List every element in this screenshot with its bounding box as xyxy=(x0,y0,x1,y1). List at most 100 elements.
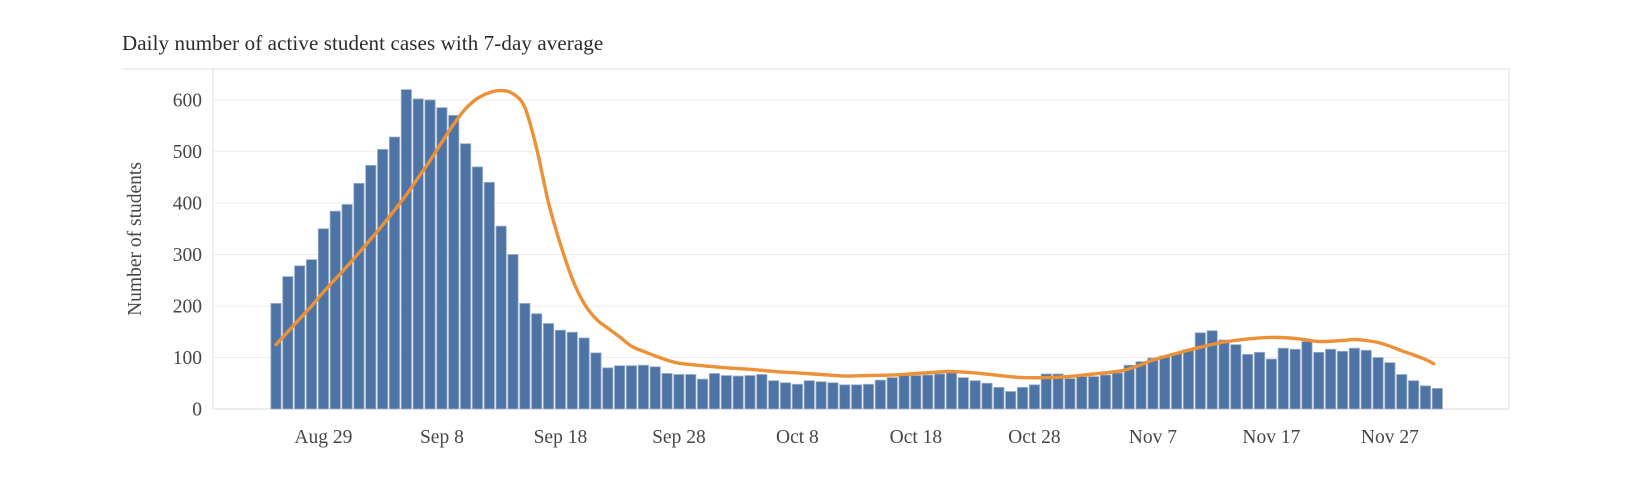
bar-nov-16 xyxy=(1254,351,1266,410)
bar-oct-27 xyxy=(1017,386,1029,410)
bar-nov-6 xyxy=(1135,361,1147,410)
bar-aug-26 xyxy=(282,276,294,410)
bar-sep-25 xyxy=(637,364,649,410)
bar-oct-26 xyxy=(1005,391,1017,410)
bar-oct-8 xyxy=(791,383,803,410)
bar-nov-17 xyxy=(1265,358,1277,410)
bar-sep-1 xyxy=(353,182,365,410)
bar-aug-31 xyxy=(341,204,353,410)
bar-nov-7 xyxy=(1147,357,1159,410)
ytick-label-0: 0 xyxy=(192,400,202,421)
bar-oct-30 xyxy=(1052,373,1064,410)
bar-nov-18 xyxy=(1277,347,1289,410)
bar-oct-14 xyxy=(862,383,875,410)
xtick-label-nov-7: Nov 7 xyxy=(1129,427,1177,448)
bar-nov-10 xyxy=(1182,349,1195,410)
bar-sep-17 xyxy=(543,323,555,410)
bar-sep-10 xyxy=(460,143,472,410)
bar-nov-23 xyxy=(1336,350,1349,410)
xtick-label-aug-29: Aug 29 xyxy=(294,427,352,448)
bar-nov-14 xyxy=(1230,344,1242,410)
bar-oct-31 xyxy=(1064,378,1076,410)
bar-sep-6 xyxy=(412,98,424,410)
bar-oct-9 xyxy=(803,380,815,410)
bar-nov-24 xyxy=(1348,347,1360,410)
chart-title: Daily number of active student cases wit… xyxy=(122,31,604,55)
bar-sep-28 xyxy=(673,374,685,410)
bar-oct-1 xyxy=(708,373,720,410)
xtick-label-nov-27: Nov 27 xyxy=(1361,427,1419,448)
bar-aug-27 xyxy=(294,265,306,410)
bar-sep-11 xyxy=(471,166,483,410)
bar-aug-30 xyxy=(329,210,341,410)
bar-aug-25 xyxy=(270,302,282,410)
bar-oct-3 xyxy=(732,375,744,410)
bar-oct-5 xyxy=(756,374,768,410)
bar-oct-28 xyxy=(1028,384,1040,410)
bar-nov-25 xyxy=(1360,349,1372,410)
bar-oct-15 xyxy=(874,379,886,410)
bar-oct-24 xyxy=(981,382,993,410)
bar-oct-16 xyxy=(886,377,898,410)
bar-oct-19 xyxy=(922,374,934,410)
bar-nov-1 xyxy=(1076,376,1088,410)
bar-sep-30 xyxy=(697,378,709,410)
bar-nov-15 xyxy=(1242,353,1254,410)
bar-nov-9 xyxy=(1171,352,1183,410)
bar-nov-30 xyxy=(1419,385,1432,410)
bar-sep-5 xyxy=(400,89,412,410)
bar-sep-8 xyxy=(436,107,448,410)
bar-sep-22 xyxy=(602,367,614,410)
bar-sep-9 xyxy=(448,114,460,410)
bar-oct-11 xyxy=(827,382,839,410)
bar-oct-17 xyxy=(898,374,910,410)
y-axis-title: Number of students xyxy=(125,162,146,316)
bar-nov-22 xyxy=(1325,348,1337,410)
bar-sep-14 xyxy=(507,254,519,410)
bar-oct-12 xyxy=(839,384,851,410)
xtick-label-sep-8: Sep 8 xyxy=(420,427,464,448)
bar-nov-13 xyxy=(1218,339,1230,410)
xtick-label-nov-17: Nov 17 xyxy=(1242,427,1300,448)
xtick-label-sep-18: Sep 18 xyxy=(534,427,588,448)
xtick-label-oct-18: Oct 18 xyxy=(890,427,943,448)
bar-nov-26 xyxy=(1372,357,1384,410)
xtick-label-oct-28: Oct 28 xyxy=(1008,427,1061,448)
bar-sep-29 xyxy=(685,374,697,410)
ytick-label-400: 400 xyxy=(173,193,202,214)
bar-oct-23 xyxy=(969,380,981,410)
bar-sep-19 xyxy=(566,331,578,410)
bar-oct-2 xyxy=(720,375,732,410)
bar-aug-28 xyxy=(305,259,318,410)
bar-oct-10 xyxy=(815,381,827,410)
xtick-label-sep-28: Sep 28 xyxy=(652,427,706,448)
bar-oct-18 xyxy=(910,375,922,410)
bar-sep-24 xyxy=(625,365,638,410)
bar-sep-23 xyxy=(614,365,626,410)
seven-day-average-path xyxy=(274,88,1436,380)
bar-dec-1 xyxy=(1431,387,1443,410)
bar-sep-3 xyxy=(377,148,389,410)
ytick-label-300: 300 xyxy=(173,245,202,266)
ytick-label-100: 100 xyxy=(173,348,202,369)
bar-nov-5 xyxy=(1123,364,1135,410)
bar-oct-13 xyxy=(851,384,863,410)
bar-sep-18 xyxy=(554,329,566,410)
bar-sep-4 xyxy=(388,136,401,410)
bar-sep-20 xyxy=(578,337,590,410)
bar-nov-19 xyxy=(1289,348,1301,410)
ytick-label-600: 600 xyxy=(173,90,202,111)
bar-sep-2 xyxy=(365,164,377,410)
xtick-label-oct-8: Oct 8 xyxy=(776,427,819,448)
daily-cases-bars xyxy=(270,89,1443,410)
bar-nov-20 xyxy=(1301,341,1313,410)
bar-nov-3 xyxy=(1099,374,1112,410)
bar-sep-16 xyxy=(531,313,543,410)
bar-sep-12 xyxy=(483,181,495,410)
bar-oct-29 xyxy=(1040,373,1052,410)
bar-sep-15 xyxy=(519,302,531,410)
y-axis-tick-labels: 0 100 200 300 400 500 600 xyxy=(173,90,202,420)
bar-sep-7 xyxy=(424,99,436,410)
